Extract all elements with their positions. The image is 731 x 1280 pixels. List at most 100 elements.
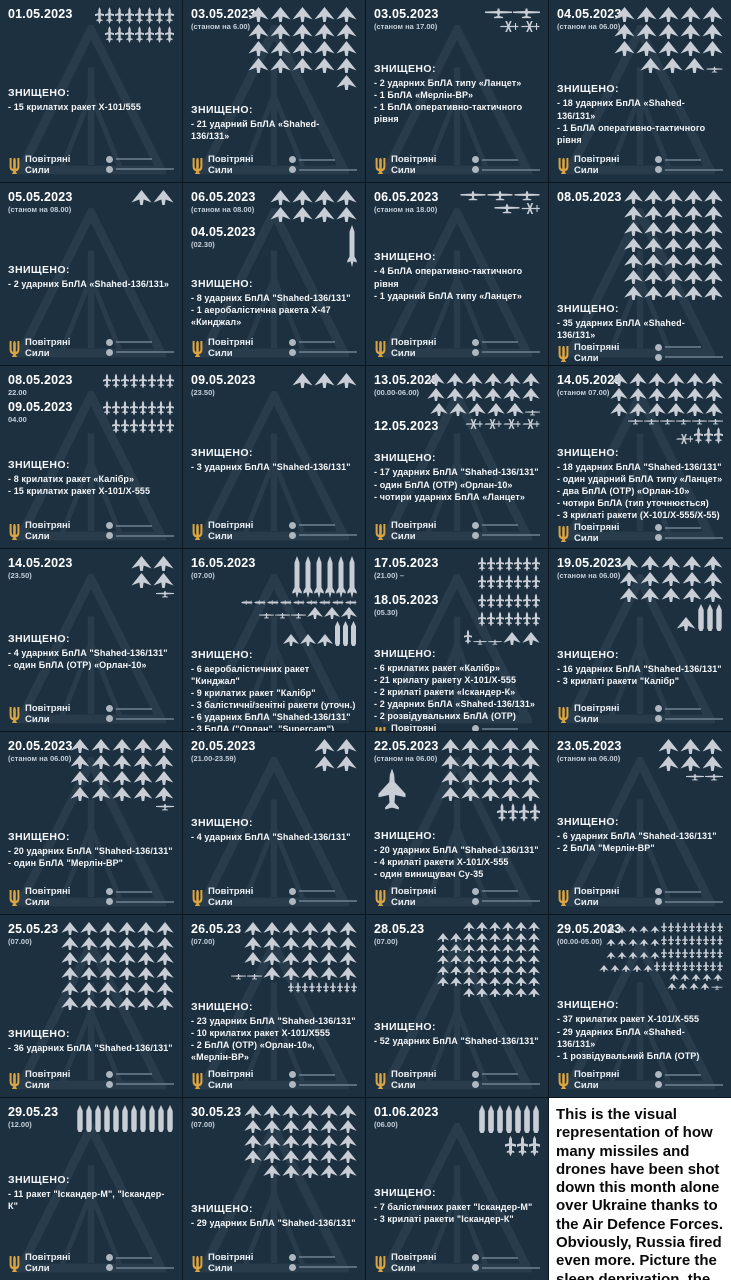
social-links (289, 338, 357, 359)
cruise-icon (157, 418, 165, 434)
shahed-icon (640, 588, 660, 602)
shahed-icon (624, 206, 643, 220)
report-section: 23.05.2023 (станом на 06.00) (557, 739, 723, 781)
cruise-icon (529, 1135, 540, 1157)
shahed-icon (704, 254, 723, 268)
destroyed-list: ЗНИЩЕНО: - 29 ударних БпЛА "Shahed-136/13… (191, 1203, 357, 1229)
pictogram-row (244, 952, 357, 965)
shahed-icon (292, 373, 313, 388)
cruise-icon (478, 556, 486, 572)
social-handle-text (116, 900, 174, 903)
shahed-icon (667, 983, 677, 990)
report-time: (07.00) (8, 937, 32, 946)
social-row (655, 705, 723, 712)
cruise-h-icon (293, 600, 305, 605)
destroyed-target-pictograms (75, 922, 174, 1010)
social-handle-text (665, 526, 701, 529)
destroyed-item: - 8 ударних БпЛА "Shahed-136/131" (191, 292, 351, 303)
shahed-icon (449, 403, 467, 416)
social-handle-text (299, 1256, 335, 1259)
pictogram-row (347, 225, 357, 267)
shahed-icon (320, 1135, 338, 1148)
report-tile-20: 23.05.2023 (станом на 06.00) ЗНИЩЕНО: - 6 у… (549, 732, 731, 914)
report-date: 29.05.2023 (557, 922, 622, 936)
social-handle-text (116, 1083, 174, 1086)
destroyed-item: - 3 крилаті ракети "Іскандер-К" (374, 1213, 514, 1224)
shahed-icon (317, 634, 333, 646)
destroyed-heading: ЗНИЩЕНО: (191, 1203, 253, 1216)
destroyed-heading: ЗНИЩЕНО: (557, 83, 619, 96)
pictogram-row (624, 270, 723, 284)
cruise-icon (682, 961, 688, 972)
cruise-icon (661, 948, 667, 959)
brand-line2: Сили (391, 530, 416, 542)
shahed-icon (61, 967, 79, 980)
trident-icon (557, 1073, 570, 1089)
shahed-icon (270, 24, 291, 39)
destroyed-heading: ЗНИЩЕНО: (191, 1000, 253, 1013)
kinzhal-icon (347, 556, 357, 598)
kinzhal-icon (292, 556, 302, 598)
destroyed-list: ЗНИЩЕНО: - 8 ударних БпЛА "Shahed-136/131… (191, 278, 357, 328)
ballistic-icon (496, 1105, 504, 1133)
destroyed-list: ЗНИЩЕНО: - 2 ударних БпЛА типу «Ланцет» - … (374, 63, 540, 125)
shahed-icon (606, 939, 616, 946)
social-handle-text (482, 727, 518, 730)
pictogram-row (105, 26, 174, 43)
shahed-icon (112, 787, 132, 801)
report-time: (07.00) (191, 937, 215, 946)
destroyed-target-pictograms (442, 190, 540, 214)
shahed-icon (465, 388, 483, 401)
pictogram-row (70, 739, 174, 753)
shahed-icon (606, 926, 616, 933)
destroyed-list: ЗНИЩЕНО: - 4 ударних БпЛА "Shahed-136/131… (8, 633, 174, 671)
shahed-icon (292, 190, 313, 205)
pictogram-row (248, 58, 357, 73)
destroyed-target-pictograms (441, 922, 540, 997)
telegram-icon (106, 888, 113, 895)
shahed-icon (283, 634, 299, 646)
report-date: 26.05.23 (191, 922, 242, 936)
social-handle-text (665, 707, 701, 710)
cruise-icon (135, 26, 144, 43)
report-date-block: 03.05.2023 (станом на 6.00) (191, 7, 259, 31)
pictogram-row (61, 922, 174, 935)
pictogram-row (686, 773, 723, 781)
shahed-icon (244, 1120, 262, 1133)
pictogram-row (244, 937, 357, 950)
social-handle-text (116, 351, 174, 354)
destroyed-item: - 18 ударних БпЛА «Shahed-136/131» (557, 98, 685, 121)
report-tile-content: 23.05.2023 (станом на 06.00) ЗНИЩЕНО: - 6 у… (549, 732, 731, 914)
pictogram-row (499, 21, 540, 32)
shahed-icon (292, 41, 313, 56)
report-section: 08.05.2023 22.00 (8, 373, 174, 397)
report-time: (07.00) (191, 571, 215, 580)
kinzhal-icon (336, 556, 346, 598)
shahed-icon (669, 974, 679, 981)
report-tile-content: 08.05.2023 22.00 09.05.2023 04.00 ЗНИЩЕНО: - … (0, 366, 182, 548)
report-date-block: 23.05.2023 (станом на 06.00) (557, 739, 625, 763)
report-date: 04.05.2023 (557, 7, 622, 21)
report-date: 30.05.23 (191, 1105, 242, 1119)
cruise-icon (157, 400, 165, 416)
social-row (106, 715, 174, 722)
pictogram-row (103, 400, 174, 416)
brand-line1: Повітряні (391, 1252, 437, 1264)
report-date-block: 25.05.23 (07.00) (8, 922, 75, 946)
brand-line1: Повітряні (25, 520, 71, 532)
shahed-icon (314, 41, 335, 56)
report-time: (станом на 06.00) (8, 754, 72, 763)
shahed-icon (528, 933, 540, 942)
destroyed-item: - 3 БпЛА ("Орлан", "Supercam") (191, 724, 335, 731)
shahed-icon (263, 967, 281, 980)
cruise-icon (514, 593, 522, 609)
report-date: 03.05.2023 (191, 7, 256, 21)
shahed-icon (131, 573, 152, 588)
social-row (655, 715, 723, 722)
cruise-h-icon (319, 600, 331, 605)
